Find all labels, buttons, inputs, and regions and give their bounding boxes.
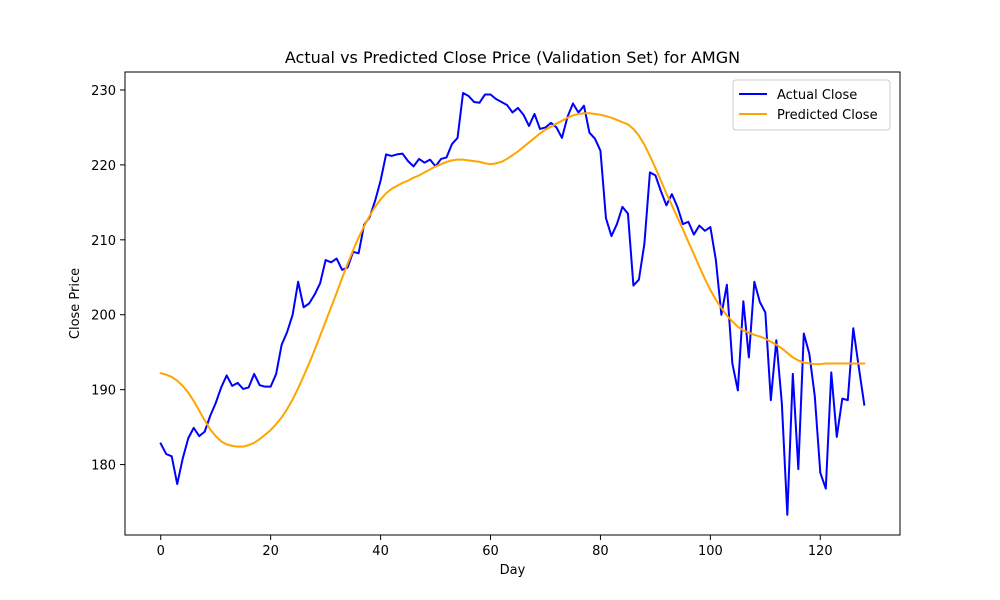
x-tick-label: 80 (592, 544, 609, 559)
y-tick-label: 210 (91, 234, 116, 249)
y-tick-label: 230 (91, 84, 116, 99)
legend-label-predicted-close: Predicted Close (777, 108, 878, 123)
x-tick-label: 120 (808, 544, 833, 559)
series-line-predicted-close (159, 112, 866, 448)
x-tick-label: 40 (372, 544, 389, 559)
x-tick-label: 60 (482, 544, 499, 559)
x-tick-label: 0 (157, 544, 165, 559)
y-tick-label: 220 (91, 159, 116, 174)
y-tick-label: 190 (91, 384, 116, 399)
y-tick-label: 200 (91, 309, 116, 324)
y-tick-label: 180 (91, 459, 116, 474)
legend-label-actual-close: Actual Close (777, 88, 857, 103)
x-tick-label: 20 (262, 544, 279, 559)
chart-title: Actual vs Predicted Close Price (Validat… (285, 48, 740, 67)
x-tick-label: 100 (698, 544, 723, 559)
plot-area (124, 71, 901, 536)
y-axis: 180 190 200 210 220 230 (91, 84, 125, 474)
x-axis: 0 20 40 60 80 100 120 (157, 535, 833, 559)
x-axis-label: Day (500, 563, 526, 578)
legend-box (732, 79, 891, 131)
series-line-actual-close (159, 91, 866, 516)
series-layer (159, 91, 866, 516)
legend: Actual Close Predicted Close (732, 79, 891, 131)
y-axis-label: Close Price (68, 268, 83, 339)
